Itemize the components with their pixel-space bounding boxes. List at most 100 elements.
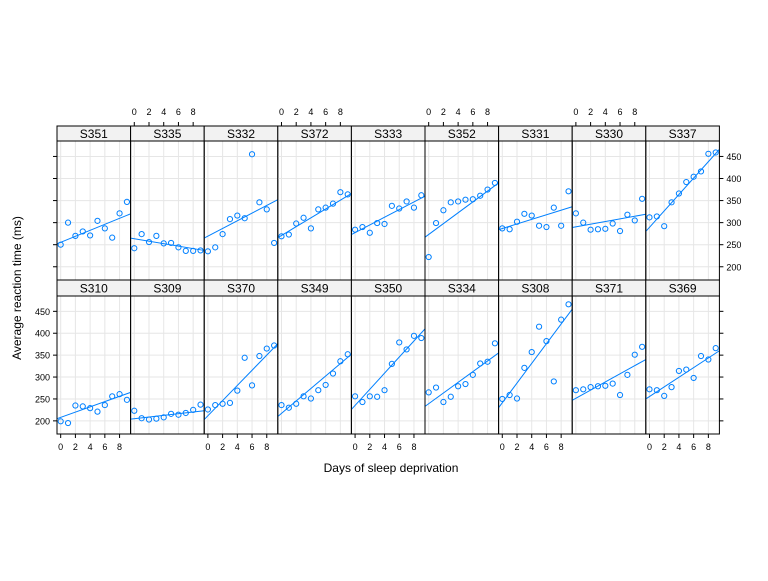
data-point	[79, 403, 86, 410]
x-tick-label: 8	[485, 107, 490, 117]
x-tick-label: 0	[647, 442, 652, 452]
panel-s310: S310	[56, 279, 132, 435]
data-point	[690, 374, 697, 382]
data-point	[572, 210, 579, 217]
x-tick-label: 0	[132, 107, 137, 117]
data-point	[197, 247, 204, 254]
strip-label: S330	[595, 127, 623, 141]
x-tick-label: 0	[353, 442, 358, 452]
data-point	[285, 231, 292, 238]
data-point	[101, 401, 108, 409]
data-point	[293, 220, 300, 227]
data-point	[256, 199, 263, 206]
data-point	[381, 220, 388, 228]
data-point	[513, 395, 521, 402]
fit-line	[424, 352, 499, 407]
data-point	[101, 225, 108, 232]
x-tick-label: 6	[470, 107, 475, 117]
data-point	[403, 346, 410, 353]
data-point	[219, 231, 226, 238]
x-tick-label: 4	[382, 442, 387, 452]
x-tick-label: 8	[632, 107, 637, 117]
x-tick-label: 2	[441, 107, 446, 117]
data-point	[300, 393, 307, 400]
data-point	[329, 200, 337, 207]
data-point	[690, 173, 697, 180]
data-point	[462, 196, 469, 203]
fit-line	[645, 149, 720, 232]
data-point	[138, 231, 145, 238]
data-point	[484, 358, 491, 365]
x-tick-label: 8	[706, 442, 711, 452]
x-tick-label: 6	[691, 442, 696, 452]
data-point	[712, 345, 719, 352]
data-point	[543, 223, 550, 231]
data-point	[631, 351, 638, 358]
y-tick-label: 400	[35, 329, 50, 339]
data-point	[182, 409, 189, 417]
data-point	[697, 352, 705, 360]
data-point	[447, 393, 454, 400]
data-point	[109, 393, 116, 400]
x-tick-label: 2	[588, 107, 593, 117]
data-point	[499, 225, 506, 232]
panel-s351: S351	[56, 125, 132, 281]
panel-s372: S372	[277, 125, 352, 281]
fit-line	[645, 350, 720, 400]
x-tick-label: 6	[250, 442, 255, 452]
data-point	[109, 234, 116, 241]
data-point	[337, 358, 344, 365]
data-point	[123, 198, 131, 205]
x-tick-label: 0	[426, 107, 431, 117]
data-point	[293, 400, 300, 407]
data-point	[675, 190, 683, 197]
data-point	[462, 380, 469, 388]
y-tick-label: 350	[35, 351, 50, 361]
data-point	[661, 223, 668, 230]
data-point	[374, 393, 381, 400]
panel-s370: S370	[203, 279, 279, 435]
data-point	[322, 381, 329, 389]
data-point	[550, 378, 557, 385]
panel-s371: S371	[571, 279, 647, 435]
data-point	[712, 149, 719, 156]
data-point	[616, 391, 624, 399]
x-tick-label: 8	[411, 442, 416, 452]
x-tick-label: 0	[500, 442, 505, 452]
data-point	[418, 192, 425, 199]
data-point	[190, 406, 197, 414]
fit-line	[498, 308, 573, 409]
data-point	[683, 366, 690, 373]
data-point	[204, 248, 211, 255]
data-point	[87, 405, 94, 412]
data-point	[572, 387, 579, 394]
data-point	[72, 402, 79, 409]
y-tick-label: 450	[35, 307, 50, 317]
y-tick-label: 200	[726, 262, 741, 272]
data-point	[410, 332, 418, 339]
data-point	[631, 217, 638, 224]
data-point	[543, 338, 550, 345]
data-point	[513, 218, 521, 225]
data-point	[278, 233, 285, 240]
data-point	[138, 415, 145, 422]
data-point	[506, 226, 513, 233]
x-tick-label: 6	[176, 107, 181, 117]
data-point	[388, 202, 395, 209]
data-point	[219, 400, 226, 407]
data-point	[57, 241, 64, 248]
data-point	[528, 212, 535, 219]
x-tick-label: 4	[308, 107, 313, 117]
x-tick-label: 6	[618, 107, 623, 117]
data-point	[425, 253, 432, 261]
data-point	[212, 401, 219, 409]
strip-label: S310	[80, 282, 108, 296]
x-tick-label: 2	[294, 107, 299, 117]
data-point	[668, 199, 675, 206]
panel-s309: S309	[130, 279, 205, 435]
data-point	[263, 345, 270, 352]
data-point	[226, 399, 234, 406]
data-point	[396, 205, 403, 212]
data-point	[315, 206, 322, 213]
